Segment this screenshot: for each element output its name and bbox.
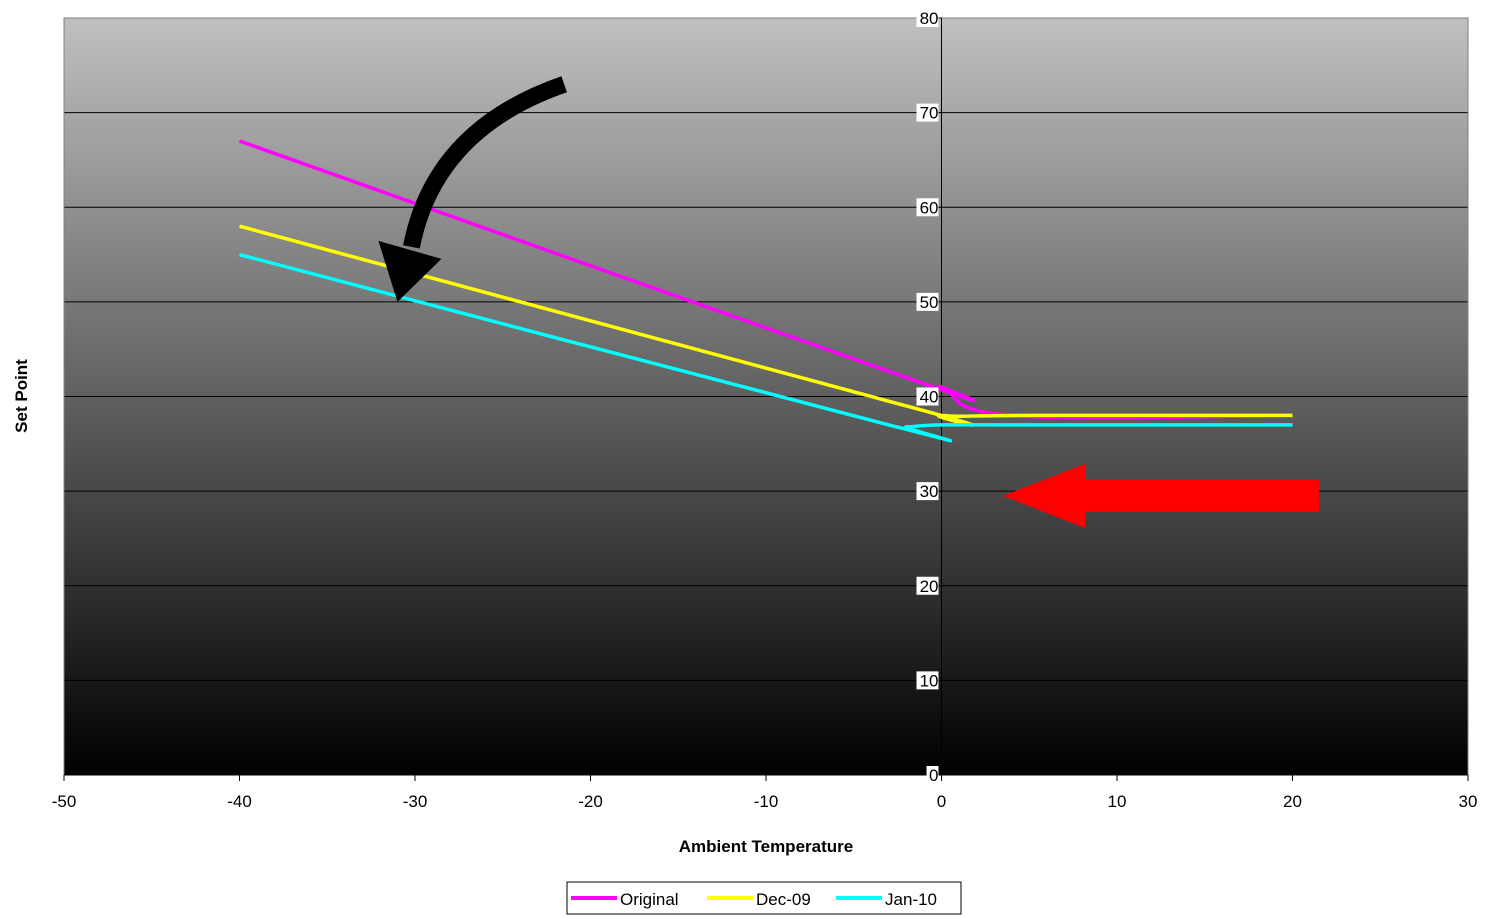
annotations xyxy=(378,76,1319,528)
x-tick-labels: -50 -40 -30 -20 -10 0 10 20 30 xyxy=(52,792,1478,811)
y-tick-label: 40 xyxy=(920,388,939,407)
y-tick-label: 70 xyxy=(920,104,939,123)
curved-arrow-shaft xyxy=(403,76,567,249)
y-tick-label: 0 xyxy=(929,766,938,785)
y-tick-label: 30 xyxy=(920,482,939,501)
block-arrow xyxy=(1002,463,1319,528)
y-tick-label-bg xyxy=(916,9,939,27)
legend-label: Original xyxy=(620,890,679,909)
y-tick-label: 50 xyxy=(920,293,939,312)
legend-label: Dec-09 xyxy=(756,890,811,909)
y-tick-label-bg xyxy=(926,766,939,784)
y-tick-label-bg xyxy=(916,103,939,122)
series-line-original xyxy=(238,139,1293,420)
x-tick-label: 10 xyxy=(1108,792,1127,811)
y-tick-labels: 0 10 20 30 40 50 60 70 80 xyxy=(916,9,939,785)
series-line-dec-09 xyxy=(239,224,1293,427)
x-tick-label: -30 xyxy=(403,792,428,811)
x-tick-label: 0 xyxy=(937,792,946,811)
y-tick-label: 20 xyxy=(920,577,939,596)
y-tick-label: 10 xyxy=(920,671,939,690)
legend-box xyxy=(566,881,962,915)
y-tick-label-bg xyxy=(916,576,939,595)
legend: Original Dec-09 Jan-10 xyxy=(566,881,962,915)
x-tick-label: -40 xyxy=(227,792,252,811)
y-tick-label: 80 xyxy=(920,9,939,28)
x-tick-label: 20 xyxy=(1283,792,1302,811)
x-tick-label: -20 xyxy=(578,792,603,811)
y-tick-label-bg xyxy=(916,482,939,501)
y-tick-label-bg xyxy=(916,387,939,406)
y-axis-title: Set Point xyxy=(12,359,31,433)
x-tick-label: -10 xyxy=(754,792,779,811)
y-tick-label-bg xyxy=(916,292,939,311)
curved-arrow-head xyxy=(378,240,442,302)
axes xyxy=(63,17,1469,781)
x-axis-title: Ambient Temperature xyxy=(679,837,853,856)
y-tick-label-bg xyxy=(916,198,939,217)
x-tick-label: -50 xyxy=(52,792,77,811)
legend-label: Jan-10 xyxy=(885,890,937,909)
x-tick-label: 30 xyxy=(1459,792,1478,811)
y-tick-label-bg xyxy=(916,671,939,690)
series-lines xyxy=(238,139,1293,443)
series-line-jan-10 xyxy=(239,252,1293,443)
y-tick-label: 60 xyxy=(920,198,939,217)
